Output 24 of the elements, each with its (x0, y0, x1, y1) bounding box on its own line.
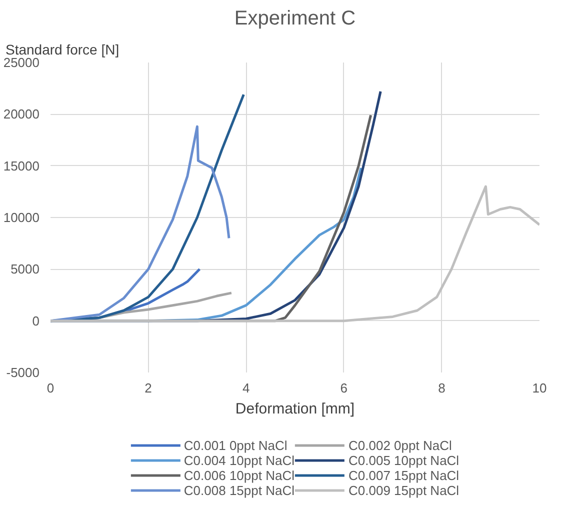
x-tick-label: 8 (438, 380, 446, 396)
y-tick-label: 25000 (3, 55, 40, 70)
y-tick-label: 15000 (3, 158, 40, 174)
legend-label: C0.008 15ppt NaCl (184, 482, 294, 498)
chart-title: Experiment C (234, 8, 356, 30)
y-tick-label: 10000 (3, 210, 40, 225)
legend-label: C0.006 10ppt NaCl (184, 468, 294, 482)
legend-label: C0.007 15ppt NaCl (348, 468, 460, 482)
x-axis-title: Deformation [mm] (235, 400, 355, 418)
legend-label: C0.002 0ppt NaCl (348, 438, 452, 452)
x-tick-label: 6 (340, 380, 348, 396)
x-tick-label: 2 (144, 380, 152, 396)
legend-label: C0.005 10ppt NaCl (348, 452, 460, 468)
x-tick-label: 0 (46, 380, 54, 396)
x-tick-label: 10 (532, 380, 547, 396)
legend-label: C0.004 10ppt NaCl (184, 452, 294, 468)
legend-label: C0.009 15ppt NaCl (348, 482, 460, 498)
x-tick-label: 4 (242, 380, 250, 396)
legend-label: C0.001 0ppt NaCl (184, 438, 288, 452)
y-axis-title: Standard force [N] (6, 42, 120, 58)
y-tick-label: -5000 (6, 365, 40, 380)
y-tick-label: 0 (32, 313, 40, 328)
y-tick-label: 20000 (3, 106, 40, 122)
y-tick-label: 5000 (10, 262, 40, 277)
